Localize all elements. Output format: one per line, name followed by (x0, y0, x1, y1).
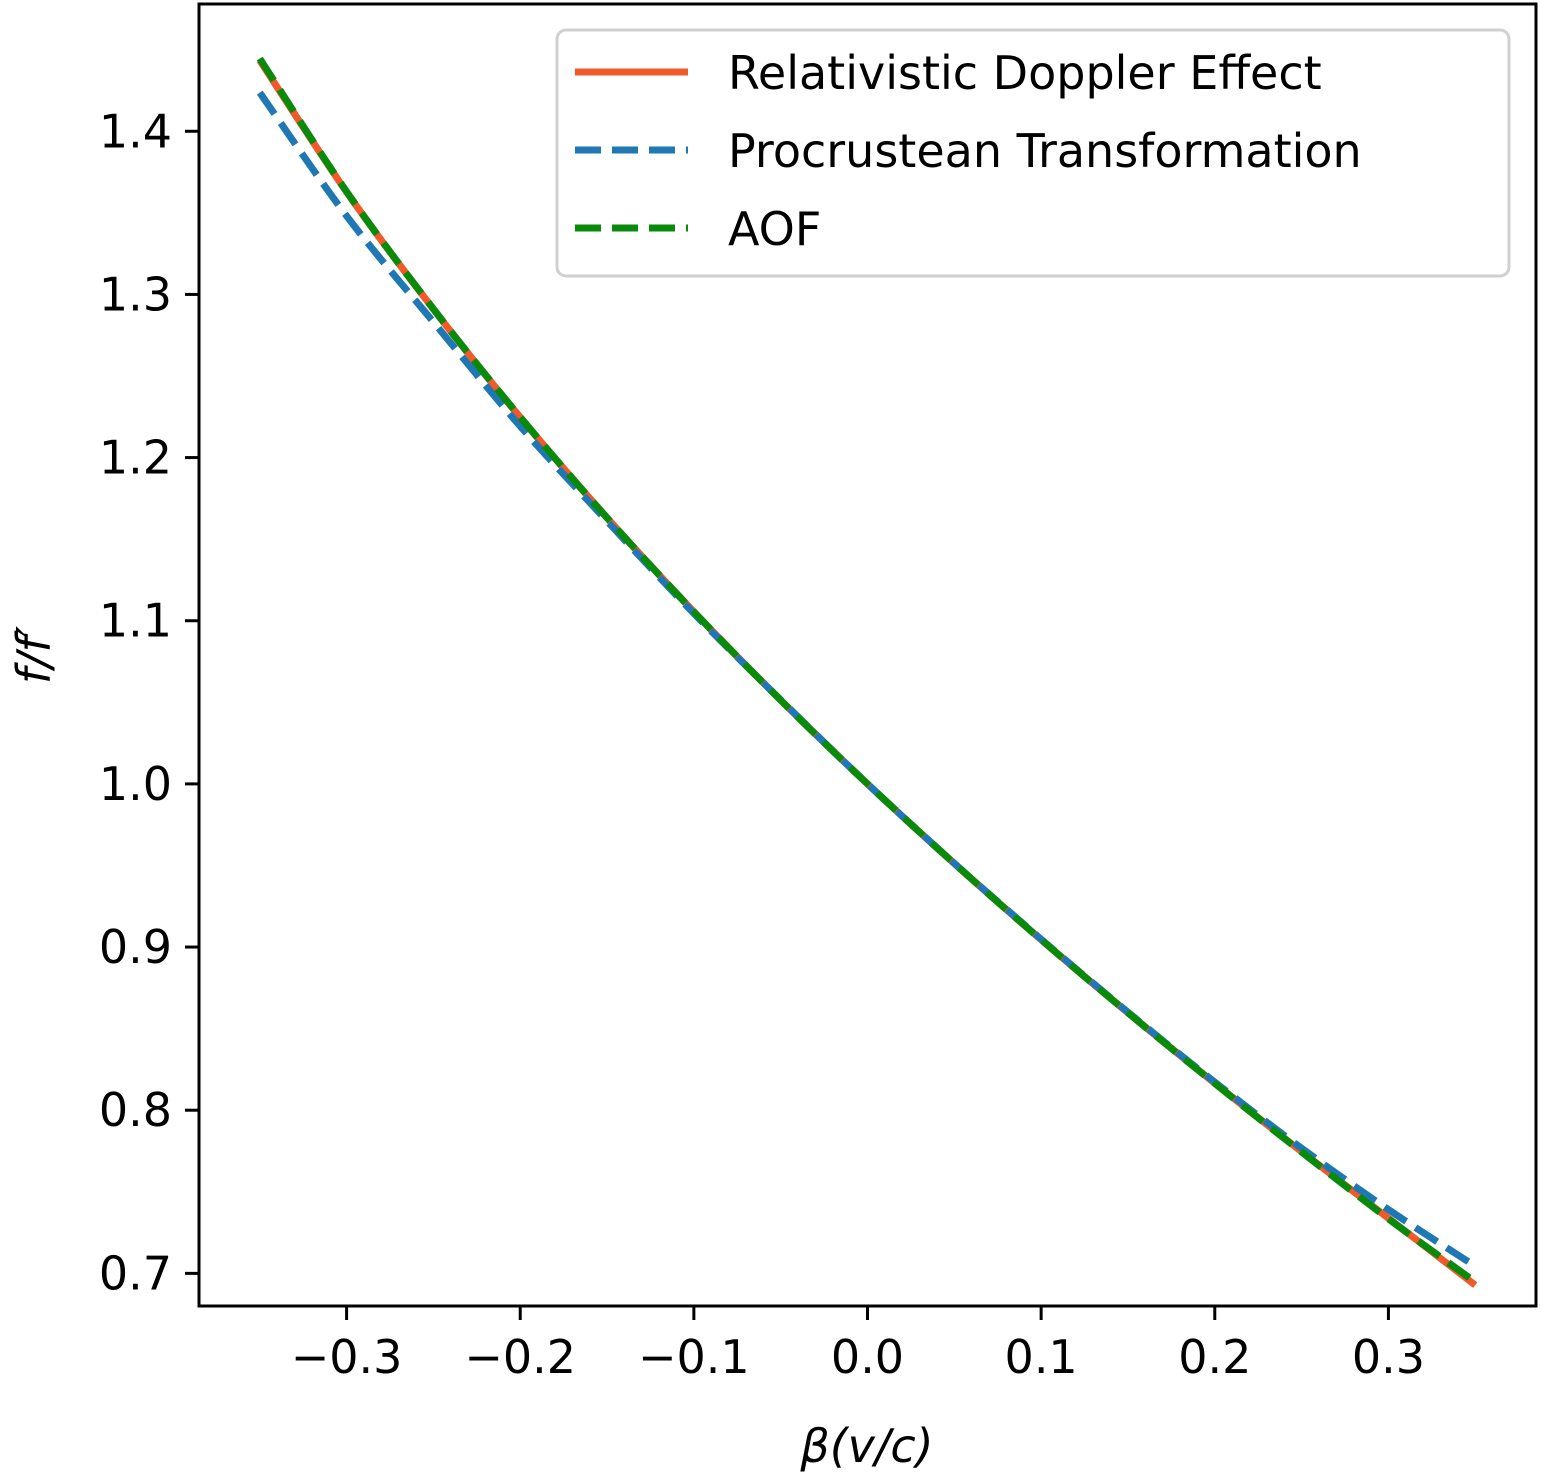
series-line-2 (256, 56, 1478, 1285)
series-layer (256, 56, 1478, 1288)
series-line-1 (256, 90, 1478, 1270)
legend-box (555, 28, 1511, 278)
x-tick-label: 0.1 (1005, 1330, 1078, 1384)
x-tick-label: 0.2 (1178, 1330, 1251, 1384)
legend-label-1: Procrustean Transformation (728, 124, 1362, 178)
y-tick-label: 0.9 (99, 920, 172, 974)
y-axis-label: f/f′ (7, 625, 61, 684)
x-tick-label: −0.3 (291, 1330, 403, 1384)
legend-label-0: Relativistic Doppler Effect (728, 46, 1322, 100)
y-tick-label: 1.3 (99, 267, 172, 321)
x-axis: −0.3 −0.2 −0.1 0.0 0.1 0.2 0.3 (291, 1306, 1425, 1384)
x-axis-label: β(v/c) (799, 1419, 933, 1472)
y-tick-label: 1.0 (99, 757, 172, 811)
x-tick-label: −0.2 (464, 1330, 576, 1384)
x-tick-label: −0.1 (638, 1330, 750, 1384)
legend: Relativistic Doppler Effect Procrustean T… (555, 28, 1511, 278)
x-tick-label: 0.3 (1352, 1330, 1425, 1384)
y-tick-label: 1.2 (99, 431, 172, 485)
y-tick-label: 1.1 (99, 594, 172, 648)
y-tick-label: 0.7 (99, 1246, 172, 1300)
y-tick-label: 1.4 (99, 104, 172, 158)
y-tick-label: 0.8 (99, 1083, 172, 1137)
legend-label-2: AOF (728, 202, 821, 256)
y-axis: 0.7 0.8 0.9 1.0 1.1 1.2 1.3 1.4 (99, 104, 199, 1300)
x-tick-label: 0.0 (831, 1330, 904, 1384)
